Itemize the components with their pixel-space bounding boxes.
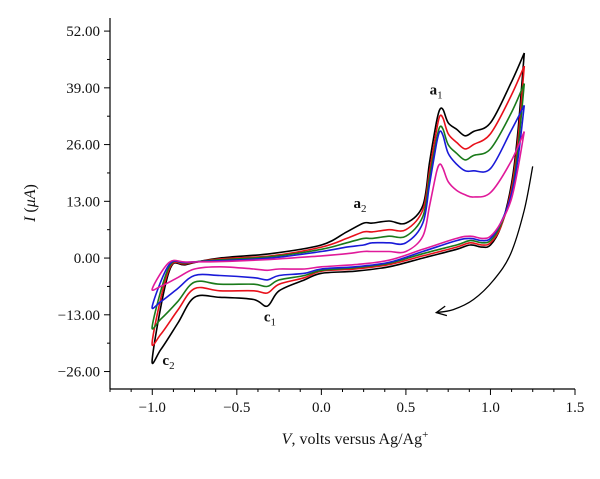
series-line-2: [151, 65, 526, 347]
y-tick-label: 26.00: [66, 138, 100, 154]
y-axis-label-close: ): [22, 184, 39, 189]
peak-label-a2: a2: [353, 196, 366, 215]
y-tick-label: 39.00: [66, 81, 100, 97]
x-tick-label: 1.0: [481, 400, 500, 416]
peak-label-letter: c: [264, 309, 271, 325]
scan-arrow-head: [434, 305, 448, 317]
peak-label-a1: a1: [430, 82, 443, 101]
y-tick-label: −13.00: [58, 308, 100, 324]
x-tick-label: −1.0: [139, 400, 166, 416]
y-tick-label: −26.00: [58, 365, 100, 381]
peak-label-letter: a: [353, 196, 361, 212]
series-line-5: [151, 131, 526, 291]
x-tick-label: 1.5: [566, 400, 585, 416]
peak-label-subscript: 2: [169, 360, 175, 372]
x-axis-label-text: , volts versus Ag/Ag: [291, 431, 422, 448]
peak-label-subscript: 2: [361, 203, 367, 215]
series-line-1: [151, 52, 526, 365]
y-axis-label-unit: μA: [22, 189, 39, 208]
x-tick-label: 0.0: [312, 400, 331, 416]
y-tick-label: 52.00: [66, 24, 100, 40]
y-axis-label-var: I: [22, 216, 39, 223]
series-line-4: [151, 104, 526, 310]
scan-arrow-shaft: [436, 166, 534, 314]
x-axis-label-var: V: [282, 431, 294, 448]
x-ticks-group: −1.0 −0.5 0.0 0.5 1.0 1.5: [109, 389, 585, 416]
y-tick-label: 0.00: [74, 251, 100, 267]
peak-label-letter: a: [430, 82, 438, 98]
series-group: [151, 52, 526, 365]
x-axis-label-sup: +: [422, 429, 428, 441]
y-axis-label: I (μA): [22, 184, 39, 223]
series-line-3: [151, 83, 526, 330]
peak-label-c2: c2: [162, 353, 174, 372]
y-tick-label: 13.00: [66, 194, 100, 210]
x-tick-label: −0.5: [223, 400, 250, 416]
y-axis-label-open: (: [22, 207, 39, 216]
x-tick-label: 0.5: [397, 400, 416, 416]
scan-direction-arrow: [434, 166, 534, 317]
peak-label-subscript: 1: [271, 316, 277, 328]
peak-label-c1: c1: [264, 309, 276, 328]
x-axis-label: V, volts versus Ag/Ag+: [282, 429, 429, 448]
peak-label-subscript: 1: [437, 89, 443, 101]
y-ticks-group: −26.00 −13.00 0.00 13.00 26.00 39.00 52.00: [58, 24, 110, 381]
peak-label-letter: c: [162, 353, 169, 369]
